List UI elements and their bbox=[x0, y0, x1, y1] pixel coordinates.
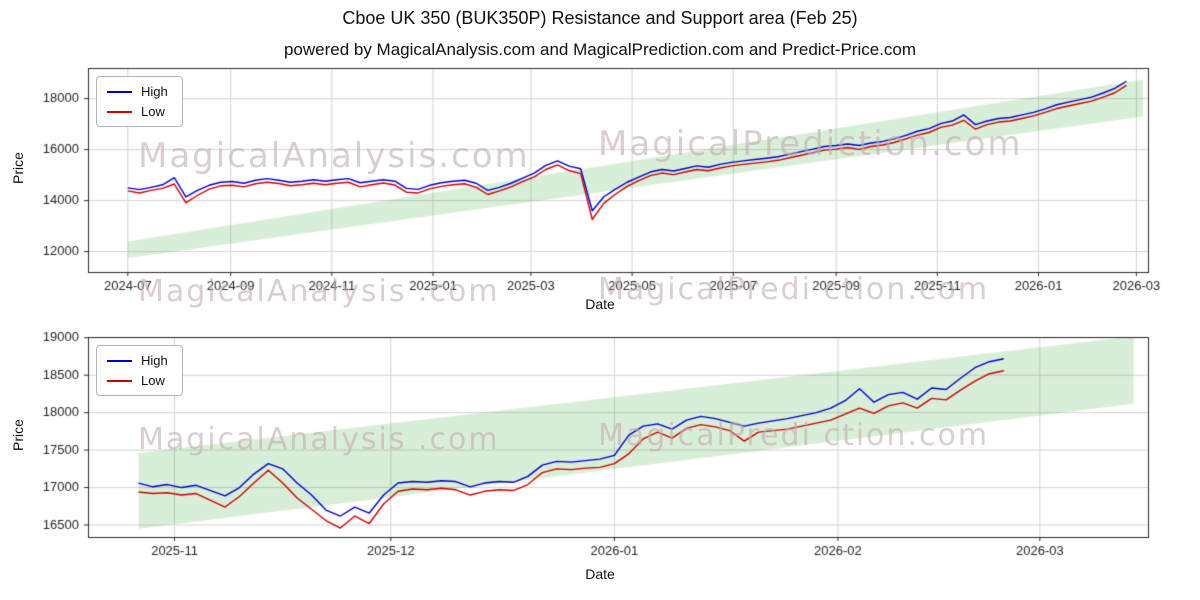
chart-subtitle: powered by MagicalAnalysis.com and Magic… bbox=[283, 40, 917, 59]
legend-item-high: High bbox=[107, 354, 168, 367]
x-axis-label-date-bottom: Date bbox=[585, 566, 615, 582]
legend-item-high: High bbox=[107, 85, 168, 98]
legend-bottom: High Low bbox=[96, 345, 183, 396]
y-axis-label-price-bottom: Price bbox=[10, 419, 26, 451]
high-line-swatch bbox=[107, 90, 132, 93]
legend-label-high: High bbox=[141, 353, 168, 368]
x-axis-label-date-top: Date bbox=[585, 296, 615, 312]
legend-item-low: Low bbox=[107, 105, 168, 118]
legend-label-high: High bbox=[141, 84, 168, 99]
legend-item-low: Low bbox=[107, 374, 168, 387]
legend-label-low: Low bbox=[141, 373, 165, 388]
chart-title: Cboe UK 350 (BUK350P) Resistance and Sup… bbox=[342, 8, 858, 28]
legend-top: High Low bbox=[96, 76, 183, 127]
low-line-swatch bbox=[107, 379, 132, 382]
low-line-swatch bbox=[107, 110, 132, 113]
legend-label-low: Low bbox=[141, 104, 165, 119]
high-line-swatch bbox=[107, 359, 132, 362]
y-axis-label-price-top: Price bbox=[10, 152, 26, 184]
